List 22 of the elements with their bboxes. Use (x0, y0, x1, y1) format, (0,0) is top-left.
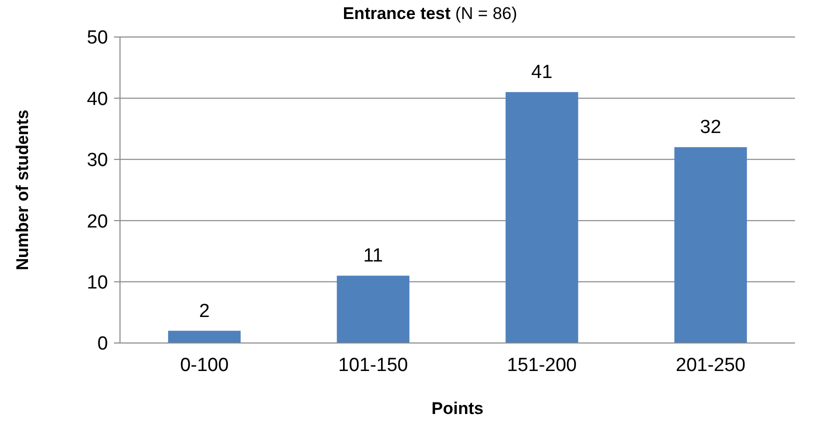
chart-subtitle: (N = 86) (450, 4, 518, 23)
y-tick-label: 10 (86, 272, 108, 294)
x-tick-label: 101-150 (338, 355, 408, 376)
x-tick-label: 151-200 (507, 355, 577, 376)
y-tick-label: 0 (97, 334, 108, 355)
data-label: 2 (199, 300, 210, 322)
y-tick-label: 30 (86, 150, 108, 172)
data-label: 11 (363, 246, 383, 267)
bar (336, 276, 410, 343)
y-axis-title: Number of students (13, 110, 32, 270)
bar (506, 92, 578, 343)
x-tick-label: 201-250 (676, 355, 746, 376)
data-label: 32 (700, 117, 722, 138)
data-label: 41 (531, 62, 552, 84)
x-axis-title: Points (432, 399, 484, 418)
x-tick-label: 0-100 (180, 355, 229, 376)
chart-title: Entrance test (342, 4, 451, 23)
y-tick-label: 20 (86, 211, 108, 232)
y-tick-label: 50 (86, 28, 108, 49)
y-tick-label: 40 (86, 88, 108, 110)
bar (674, 147, 747, 343)
bar (168, 330, 241, 343)
